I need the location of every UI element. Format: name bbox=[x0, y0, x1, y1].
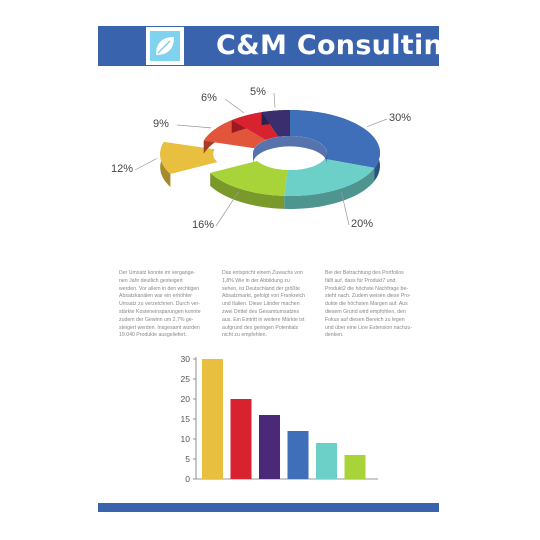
pie-label: 12% bbox=[111, 163, 134, 175]
bar bbox=[259, 415, 280, 479]
y-tick-label: 25 bbox=[180, 374, 190, 384]
y-tick-label: 0 bbox=[185, 474, 190, 484]
bar bbox=[202, 359, 223, 479]
pie-label: 30% bbox=[389, 112, 412, 124]
bar bbox=[287, 431, 309, 479]
brand-title: C&M Consulting bbox=[216, 30, 463, 61]
pie-label: 16% bbox=[192, 219, 215, 231]
logo bbox=[146, 27, 184, 65]
y-tick-label: 5 bbox=[185, 454, 190, 464]
y-tick-label: 10 bbox=[180, 434, 190, 444]
bar bbox=[344, 455, 366, 479]
text-column-1: Der Umsatz konnte im vergange- nen Jahr … bbox=[119, 270, 201, 339]
pie-label: 9% bbox=[153, 118, 169, 130]
bar bbox=[230, 399, 252, 479]
text-column-2: Das entspricht einem Zuwachs von 1,8% Wi… bbox=[222, 270, 306, 339]
pie-label: 20% bbox=[351, 218, 374, 230]
y-tick-label: 30 bbox=[180, 354, 190, 364]
y-tick-label: 15 bbox=[180, 414, 190, 424]
leaf-logo-icon bbox=[156, 37, 174, 55]
y-tick-label: 20 bbox=[180, 394, 190, 404]
text-column-3: Bei der Betrachtung des Portfolios fällt… bbox=[325, 270, 413, 339]
footer-bar bbox=[98, 503, 439, 512]
pie-label: 6% bbox=[201, 92, 217, 104]
header-banner: C&M Consulting bbox=[98, 26, 462, 66]
bar bbox=[316, 443, 337, 479]
pie-label: 5% bbox=[250, 86, 266, 98]
